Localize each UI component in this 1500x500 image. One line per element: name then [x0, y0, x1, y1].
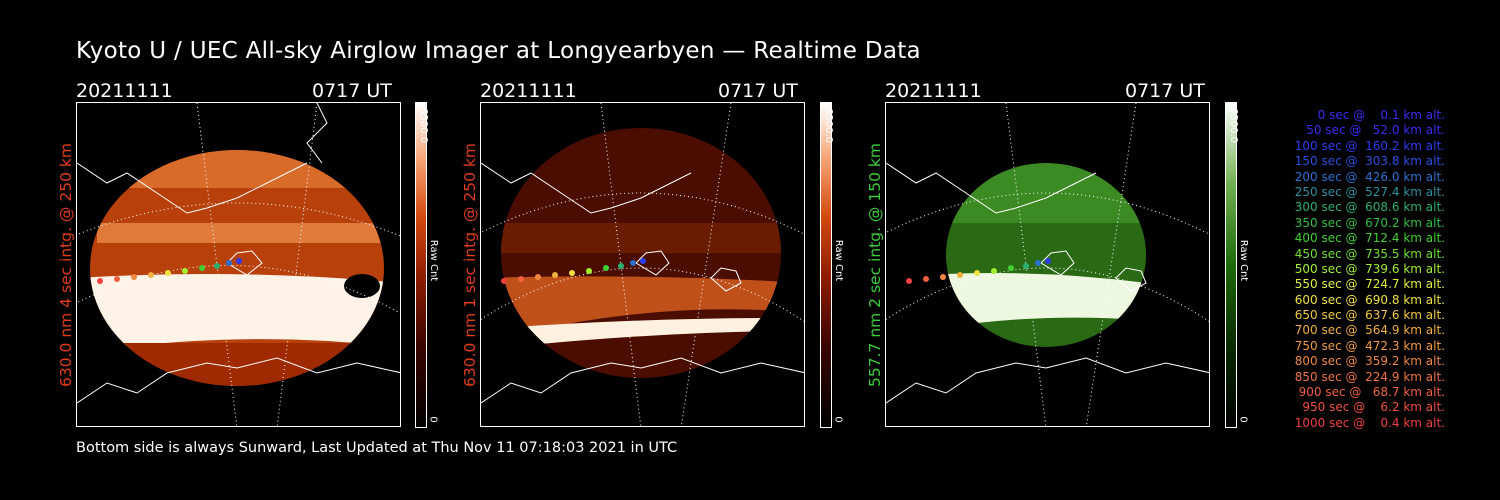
panel-3-cbar-unit: Raw Cnt	[1238, 239, 1250, 282]
legend-entry: 250 sec @ 527.4 km alt.	[1290, 184, 1445, 199]
panel-2-date: 20211111	[480, 80, 577, 102]
panel-2-image	[480, 102, 805, 427]
legend-entry: 300 sec @ 608.6 km alt.	[1290, 200, 1445, 215]
panel-3-cbar-max: 6500.0	[1228, 108, 1239, 143]
panel-3-label: 557.7 nm 2 sec intg. @ 150 km	[866, 143, 884, 387]
legend-entry: 550 sec @ 724.7 km alt.	[1290, 277, 1445, 292]
legend-entry: 100 sec @ 160.2 km alt.	[1290, 138, 1445, 153]
panel-2-colorbar	[820, 102, 832, 428]
altitude-legend: 0 sec @ 0.1 km alt. 50 sec @ 52.0 km alt…	[1255, 108, 1445, 431]
legend-entry: 400 sec @ 712.4 km alt.	[1290, 231, 1445, 246]
panel-2-cbar-max: 6500.0	[823, 108, 834, 143]
footer-note: Bottom side is always Sunward, Last Upda…	[76, 440, 678, 456]
panel-2-label: 630.0 nm 1 sec intg. @ 250 km	[461, 143, 479, 387]
legend-entry: 700 sec @ 564.9 km alt.	[1290, 323, 1445, 338]
legend-entry: 50 sec @ 52.0 km alt.	[1298, 123, 1445, 138]
legend-entry: 950 sec @ 6.2 km alt.	[1298, 400, 1445, 415]
panel-1-time: 0717 UT	[312, 80, 392, 102]
legend-entry: 0 sec @ 0.1 km alt.	[1306, 108, 1445, 122]
panel-2-time: 0717 UT	[718, 80, 798, 102]
panel-1-image	[76, 102, 401, 427]
panel-1-sky-image	[77, 103, 400, 426]
panel-1-date: 20211111	[76, 80, 173, 102]
panel-1-colorbar	[415, 102, 427, 428]
panel-1-label: 630.0 nm 4 sec intg. @ 250 km	[57, 143, 75, 387]
legend-entry: 800 sec @ 359.2 km alt.	[1290, 354, 1445, 369]
page-title: Kyoto U / UEC All-sky Airglow Imager at …	[76, 38, 921, 64]
legend-entry: 650 sec @ 637.6 km alt.	[1290, 308, 1445, 323]
panel-2-cbar-min: 0	[832, 416, 844, 423]
legend-entry: 350 sec @ 670.2 km alt.	[1290, 215, 1445, 230]
panel-1-cbar-min: 0	[427, 416, 439, 423]
legend-entry: 1000 sec @ 0.4 km alt.	[1294, 415, 1445, 430]
panel-3-cbar-min: 0	[1237, 416, 1249, 423]
legend-entry: 850 sec @ 224.9 km alt.	[1290, 369, 1445, 384]
panel-3-time: 0717 UT	[1125, 80, 1205, 102]
legend-entry: 150 sec @ 303.8 km alt.	[1290, 154, 1445, 169]
legend-entry: 750 sec @ 472.3 km alt.	[1290, 338, 1445, 353]
panel-3-date: 20211111	[885, 80, 982, 102]
legend-entry: 200 sec @ 426.0 km alt.	[1290, 169, 1445, 184]
panel-3-colorbar	[1225, 102, 1237, 428]
panel-2-cbar-unit: Raw Cnt	[833, 239, 845, 282]
legend-entry: 450 sec @ 735.5 km alt.	[1290, 246, 1445, 261]
panel-3-sky-image	[886, 103, 1209, 426]
panel-2-sky-image	[481, 103, 804, 426]
panel-3-image	[885, 102, 1210, 427]
legend-entry: 600 sec @ 690.8 km alt.	[1290, 292, 1445, 307]
legend-entry: 900 sec @ 68.7 km alt.	[1294, 385, 1445, 400]
legend-entry: 500 sec @ 739.6 km alt.	[1290, 261, 1445, 276]
panel-1-cbar-unit: Raw Cnt	[428, 239, 440, 282]
panel-1-cbar-max: 6500.0	[418, 108, 429, 143]
